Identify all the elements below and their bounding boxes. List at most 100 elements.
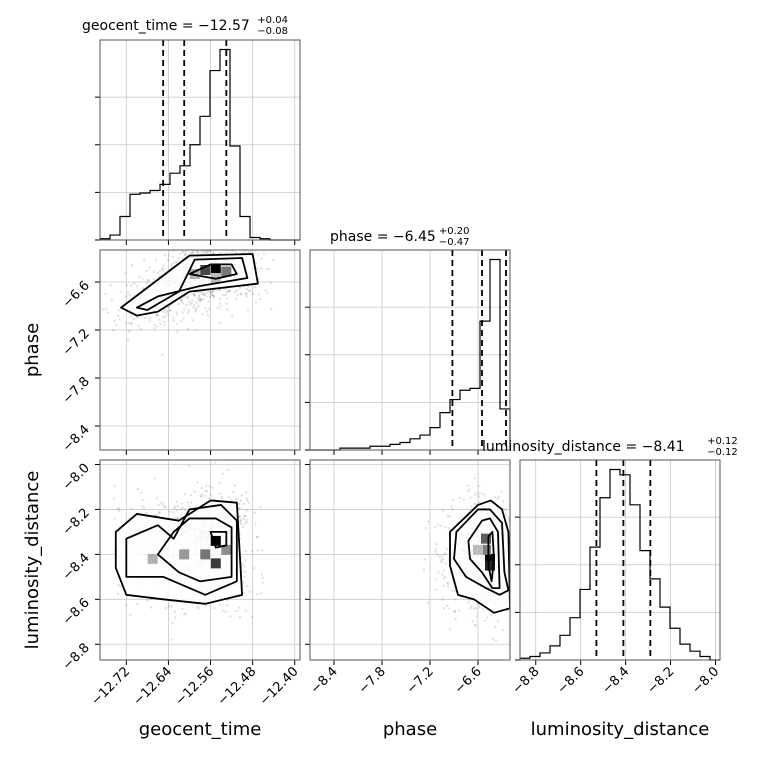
sample-point (478, 484, 481, 488)
sample-point (442, 577, 445, 580)
sample-point (264, 289, 267, 292)
sample-point (203, 293, 206, 296)
sample-point (512, 594, 514, 596)
sample-point (243, 522, 246, 526)
sample-point (218, 492, 221, 496)
sample-point (441, 573, 445, 576)
sample-point (156, 271, 160, 275)
sample-point (244, 293, 248, 296)
sample-point (104, 292, 107, 295)
sample-point (513, 495, 515, 497)
sample-point (239, 293, 243, 296)
sample-point (254, 261, 258, 265)
sample-point (445, 548, 449, 551)
sample-point (205, 291, 208, 295)
sample-point (138, 275, 141, 279)
x-tick-label-geocent_time-4: −12.40 (257, 664, 302, 709)
sample-point (192, 235, 194, 237)
sample-point (504, 509, 508, 512)
sample-point (128, 293, 132, 297)
sample-point (205, 244, 207, 246)
density-bin-0 (485, 553, 495, 564)
sample-point (185, 303, 188, 306)
x-tick-label-phase-1: −7.8 (356, 664, 389, 697)
density-bin-3 (189, 269, 200, 279)
sample-point (129, 613, 132, 616)
sample-point (219, 229, 221, 231)
sample-point (474, 624, 478, 627)
sample-point (174, 260, 178, 264)
sample-point (443, 553, 446, 556)
sample-point (504, 513, 508, 516)
sample-point (201, 291, 204, 294)
sample-point (439, 524, 443, 528)
contour-line-3 (449, 499, 510, 614)
sample-point (215, 241, 217, 243)
title-plus-phase: +0.20 (439, 226, 470, 237)
sample-point (207, 231, 209, 233)
sample-point (115, 323, 118, 327)
sample-point (143, 259, 146, 262)
sample-point (515, 556, 517, 558)
sample-point (219, 251, 223, 255)
sample-point (227, 244, 229, 246)
sample-point (216, 306, 219, 310)
sample-point (209, 291, 212, 294)
sample-point (211, 290, 215, 293)
sample-point (221, 472, 224, 475)
sample-point (231, 247, 233, 249)
sample-point (511, 548, 513, 550)
sample-point (517, 566, 519, 568)
sample-point (436, 553, 439, 556)
sample-point (175, 509, 179, 512)
sample-point (146, 599, 149, 602)
sample-point (170, 604, 173, 608)
sample-point (214, 461, 217, 465)
sample-point (117, 507, 121, 510)
sample-point (163, 315, 167, 318)
sample-point (468, 488, 471, 491)
sample-point (147, 279, 151, 282)
y-tick-label-phase-2: −7.2 (60, 326, 93, 359)
sample-point (513, 505, 515, 507)
sample-point (426, 520, 430, 523)
y-axis-label-phase: phase (22, 323, 43, 377)
sample-point (176, 504, 179, 508)
sample-point (209, 247, 211, 249)
sample-point (227, 496, 230, 499)
x-axis-label-luminosity_distance: luminosity_distance (531, 719, 710, 740)
title-value: geocent_time = −12.57 (82, 18, 250, 34)
sample-point (467, 601, 470, 604)
x-tick-label-luminosity_distance-4: −8.0 (689, 664, 722, 697)
sample-point (177, 256, 180, 260)
sample-point (257, 293, 261, 296)
sample-point (198, 295, 201, 298)
sample-point (435, 547, 438, 551)
sample-point (193, 490, 196, 493)
sample-point (180, 299, 183, 302)
sample-point (437, 523, 440, 526)
sample-point (516, 578, 518, 580)
sample-point (214, 243, 216, 245)
sample-point (243, 575, 246, 579)
sample-point (453, 598, 457, 601)
sample-point (245, 518, 248, 522)
sample-point (150, 606, 153, 609)
sample-point (204, 494, 207, 498)
sample-point (110, 299, 114, 302)
sample-point (136, 285, 139, 288)
sample-point (125, 284, 128, 287)
sample-point (205, 295, 208, 298)
sample-point (162, 320, 166, 324)
sample-point (158, 269, 162, 273)
sample-point (239, 518, 243, 521)
sample-point (245, 521, 248, 524)
sample-point (246, 499, 249, 502)
sample-point (104, 308, 108, 311)
sample-point (254, 301, 258, 304)
sample-point (245, 508, 249, 512)
sample-point (176, 330, 179, 333)
sample-point (520, 613, 522, 615)
sample-point (195, 306, 199, 310)
sample-point (184, 243, 186, 245)
